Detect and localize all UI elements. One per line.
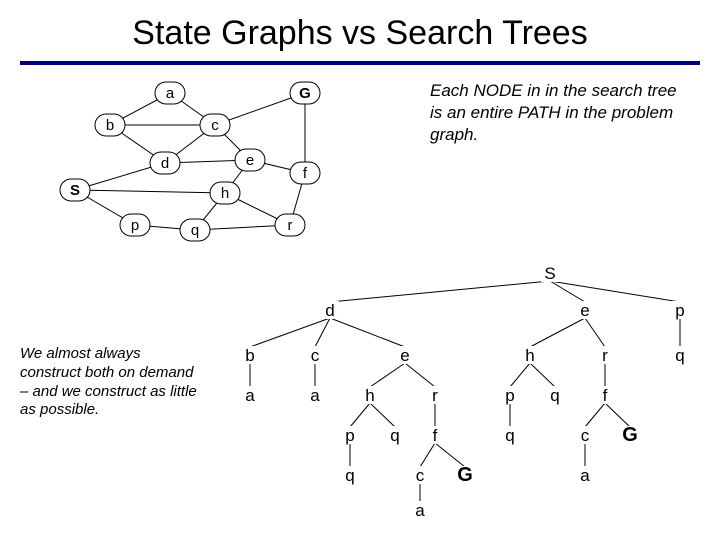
page-title: State Graphs vs Search Trees xyxy=(0,0,720,61)
svg-text:f: f xyxy=(433,426,438,445)
svg-text:r: r xyxy=(288,217,293,234)
svg-text:a: a xyxy=(245,386,255,405)
note-left: We almost always construct both on deman… xyxy=(20,345,200,420)
svg-text:e: e xyxy=(400,346,409,365)
svg-text:q: q xyxy=(675,346,684,365)
svg-text:a: a xyxy=(166,85,175,102)
svg-text:r: r xyxy=(432,386,438,405)
svg-text:a: a xyxy=(415,501,425,520)
svg-text:p: p xyxy=(675,301,684,320)
svg-text:h: h xyxy=(221,185,229,202)
svg-text:c: c xyxy=(211,117,219,134)
svg-text:e: e xyxy=(246,152,254,169)
svg-text:r: r xyxy=(602,346,608,365)
content-area: a Gb c d e f Sh p q r Each NODE in in the search … xyxy=(0,65,720,535)
svg-text:f: f xyxy=(603,386,608,405)
svg-text:G: G xyxy=(622,424,638,446)
svg-text:q: q xyxy=(505,426,514,445)
svg-text:S: S xyxy=(70,182,80,199)
note-right: Each NODE in in the search tree is an en… xyxy=(430,80,690,146)
svg-text:a: a xyxy=(580,466,590,485)
svg-text:S: S xyxy=(544,264,555,283)
svg-text:h: h xyxy=(525,346,534,365)
svg-text:c: c xyxy=(581,426,590,445)
svg-text:b: b xyxy=(245,346,254,365)
svg-text:h: h xyxy=(365,386,374,405)
svg-text:c: c xyxy=(311,346,320,365)
svg-text:q: q xyxy=(550,386,559,405)
svg-text:G: G xyxy=(299,85,311,102)
svg-text:p: p xyxy=(505,386,514,405)
svg-text:G: G xyxy=(457,464,473,486)
svg-text:p: p xyxy=(345,426,354,445)
svg-text:q: q xyxy=(345,466,354,485)
svg-text:a: a xyxy=(310,386,320,405)
state-graph: aGbcdefShpqr xyxy=(40,65,360,265)
svg-text:p: p xyxy=(131,217,139,234)
svg-text:e: e xyxy=(580,301,589,320)
search-tree: Sd e p b c e h r q a a h r p q f p q f q c Gq c Ga a xyxy=(210,255,720,535)
svg-text:b: b xyxy=(106,117,114,134)
svg-text:d: d xyxy=(161,155,169,172)
svg-text:q: q xyxy=(390,426,399,445)
svg-text:q: q xyxy=(191,222,199,239)
svg-text:c: c xyxy=(416,466,425,485)
svg-text:d: d xyxy=(325,301,334,320)
